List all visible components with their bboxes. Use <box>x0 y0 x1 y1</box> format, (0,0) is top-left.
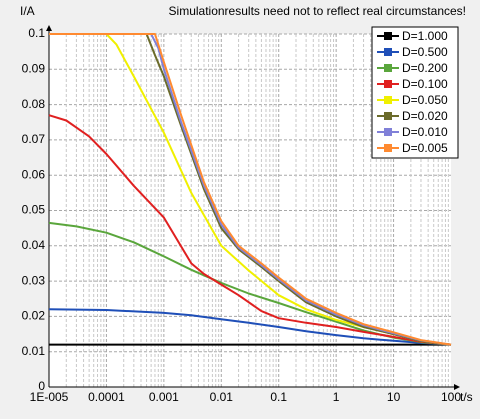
legend-label: D=0.050 <box>402 93 448 107</box>
legend-swatch-marker <box>384 48 392 56</box>
y-tick-label: 0.08 <box>22 97 46 111</box>
series-line <box>49 33 452 346</box>
x-tick-label: 1E-005 <box>30 390 69 404</box>
series-line <box>48 308 452 346</box>
tick-labels: 0 0.01 0.02 0.03 0.04 0.05 0.06 0.07 0.08 0.09 0.1… <box>22 26 462 404</box>
series-lines <box>48 33 452 346</box>
y-tick-label: 0.07 <box>22 132 46 146</box>
legend-label: D=1.000 <box>402 29 448 43</box>
y-tick-label: 0.02 <box>22 309 46 323</box>
series-line <box>49 33 452 346</box>
legend-swatch-marker <box>384 32 392 40</box>
axes <box>46 25 460 390</box>
x-tick-label: 0.1 <box>270 390 287 404</box>
legend-swatch-marker <box>384 112 392 120</box>
legend-label: D=0.100 <box>402 77 448 91</box>
y-tick-label: 0 <box>38 379 45 393</box>
legend-items: D=1.000 D=0.500 D=0.200 D=0.100 D=0.050 D=0.0… <box>377 29 448 155</box>
y-tick-label: 0.06 <box>22 167 46 181</box>
legend-swatch-marker <box>384 144 392 152</box>
x-tick-label: 1 <box>333 390 340 404</box>
y-tick-label: 0.04 <box>22 238 46 252</box>
legend-swatch-marker <box>384 128 392 136</box>
legend-label: D=0.500 <box>402 45 448 59</box>
x-axis-label: t/s <box>460 390 473 404</box>
y-tick-label: 0.05 <box>22 203 46 217</box>
legend-swatch-marker <box>384 96 392 104</box>
chart-title: Simulationresults need not to reflect re… <box>169 4 466 18</box>
x-tick-label: 100 <box>441 390 461 404</box>
legend: D=1.000 D=0.500 D=0.200 D=0.100 D=0.050 D=0.0… <box>371 26 459 159</box>
legend-label: D=0.010 <box>402 125 448 139</box>
x-axis-arrow <box>454 384 460 390</box>
legend-swatch-marker <box>384 80 392 88</box>
x-tick-label: 0.01 <box>210 390 234 404</box>
x-tick-label: 10 <box>387 390 401 404</box>
legend-swatch-marker <box>384 64 392 72</box>
legend-label: D=0.200 <box>402 61 448 75</box>
y-tick-label: 0.01 <box>22 344 46 358</box>
x-tick-label: 0.001 <box>149 390 179 404</box>
x-tick-label: 0.0001 <box>88 390 125 404</box>
series-line <box>48 114 452 346</box>
y-axis-arrow <box>46 25 52 31</box>
legend-label: D=0.005 <box>402 141 448 155</box>
legend-label: D=0.020 <box>402 109 448 123</box>
y-axis-label: I/A <box>20 4 35 18</box>
y-tick-label: 0.1 <box>28 26 45 40</box>
y-tick-label: 0.03 <box>22 273 46 287</box>
y-tick-label: 0.09 <box>22 61 46 75</box>
